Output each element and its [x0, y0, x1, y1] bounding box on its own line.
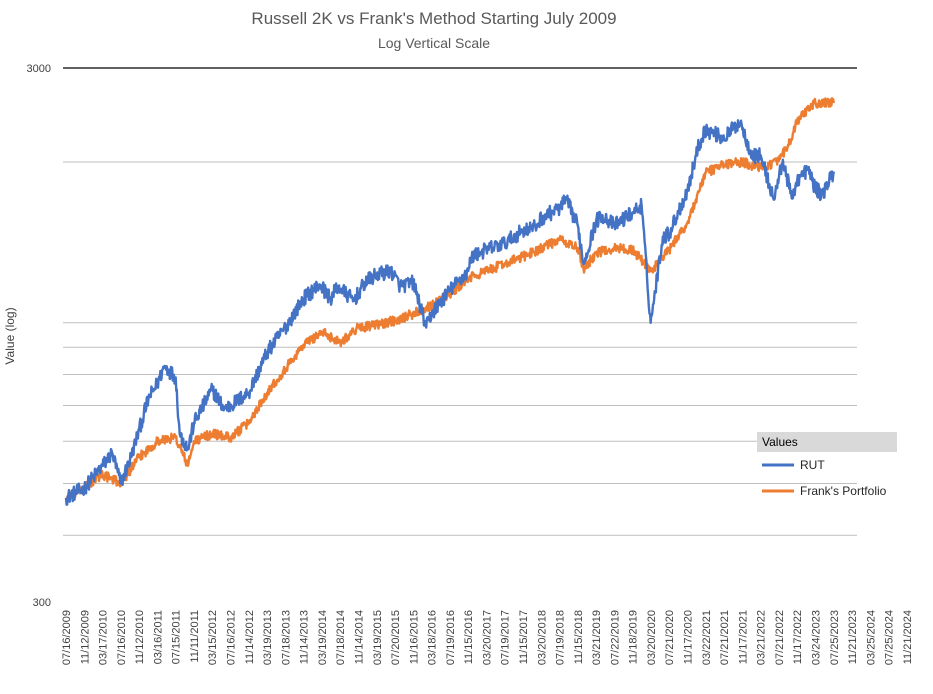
- legend-title-background: [757, 432, 897, 452]
- legend-label: Frank's Portfolio: [800, 484, 887, 498]
- x-tick-label: 07/21/2021: [719, 610, 731, 665]
- chart-title-group: Russell 2K vs Frank's Method Starting Ju…: [251, 9, 616, 51]
- legend-title: Values: [762, 435, 798, 449]
- x-tick-label: 07/19/2018: [555, 610, 567, 665]
- x-tick-label: 07/20/2015: [390, 610, 402, 665]
- y-axis-label: Value (log): [3, 307, 17, 364]
- x-tick-label: 11/14/2014: [353, 610, 365, 664]
- legend: Values RUT Frank's Portfolio: [757, 432, 897, 498]
- x-tick-label: 03/19/2015: [372, 610, 384, 665]
- x-tick-label: 11/15/2016: [463, 610, 475, 664]
- x-tick-label: 07/25/2023: [829, 610, 841, 665]
- x-tick-label: 11/16/2015: [408, 610, 420, 664]
- x-tick-label: 03/15/2012: [207, 610, 219, 665]
- x-tick-label: 03/24/2023: [810, 610, 822, 665]
- y-tick-labels: 3000 300: [27, 63, 51, 609]
- x-tick-label: 03/20/2017: [481, 610, 493, 665]
- x-tick-label: 03/19/2013: [262, 610, 274, 665]
- x-tick-label: 11/11/2011: [189, 610, 201, 663]
- gridlines: [63, 67, 857, 536]
- legend-label: RUT: [800, 458, 825, 472]
- x-tick-label: 11/21/2023: [847, 610, 859, 664]
- chart-subtitle: Log Vertical Scale: [378, 35, 490, 51]
- y-tick-label: 3000: [27, 63, 51, 75]
- x-tick-label: 11/21/2024: [902, 610, 914, 664]
- x-tick-label: 11/14/2013: [299, 610, 311, 664]
- x-tick-label: 07/21/2022: [774, 610, 786, 665]
- x-tick-label: 07/19/2017: [500, 610, 512, 665]
- legend-items: RUT Frank's Portfolio: [762, 458, 887, 498]
- x-tick-label: 07/19/2016: [445, 610, 457, 665]
- x-tick-labels: 07/16/2009 11/12/2009 03/17/2010 07/16/2010…: [61, 610, 914, 665]
- x-tick-label: 03/20/2020: [646, 610, 658, 665]
- series-lines: [64, 97, 835, 506]
- x-tick-label: 07/21/2020: [664, 610, 676, 665]
- x-tick-label: 07/16/2012: [226, 610, 238, 665]
- chart-title: Russell 2K vs Frank's Method Starting Ju…: [251, 9, 616, 28]
- x-tick-label: 07/15/2011: [171, 610, 183, 664]
- series-line-franks-portfolio: [64, 97, 835, 502]
- x-tick-label: 07/16/2010: [116, 610, 128, 665]
- x-tick-label: 11/14/2012: [244, 610, 256, 664]
- x-tick-label: 03/25/2024: [865, 610, 877, 665]
- x-tick-label: 11/15/2018: [573, 610, 585, 664]
- x-tick-label: 11/17/2020: [683, 610, 695, 664]
- x-tick-label: 11/17/2022: [792, 610, 804, 664]
- series-line-rut: [64, 119, 835, 506]
- x-tick-label: 11/12/2010: [134, 610, 146, 664]
- x-tick-label: 07/18/2014: [335, 610, 347, 665]
- x-tick-label: 03/21/2022: [756, 610, 768, 665]
- x-tick-label: 11/12/2009: [79, 610, 91, 664]
- x-tick-label: 03/16/2011: [152, 610, 164, 664]
- x-tick-label: 07/22/2019: [609, 610, 621, 665]
- x-tick-label: 07/25/2024: [884, 610, 896, 665]
- x-tick-label: 03/21/2019: [591, 610, 603, 665]
- x-tick-label: 07/18/2013: [280, 610, 292, 665]
- x-tick-label: 11/17/2021: [737, 610, 749, 664]
- x-tick-label: 03/20/2018: [536, 610, 548, 665]
- y-tick-label: 300: [33, 597, 51, 609]
- x-tick-label: 11/15/2017: [518, 610, 530, 664]
- x-tick-label: 11/18/2019: [628, 610, 640, 664]
- x-tick-label: 03/22/2021: [701, 610, 713, 665]
- x-tick-label: 07/16/2009: [61, 610, 73, 665]
- x-tick-label: 03/17/2010: [98, 610, 110, 665]
- x-tick-label: 03/18/2016: [427, 610, 439, 665]
- x-tick-label: 03/19/2014: [317, 610, 329, 665]
